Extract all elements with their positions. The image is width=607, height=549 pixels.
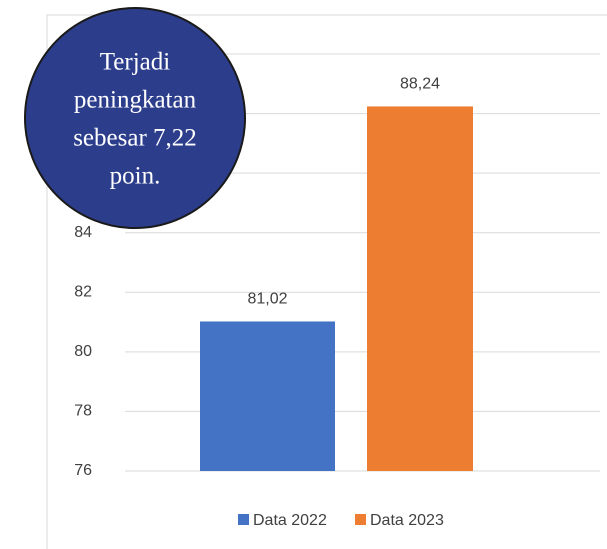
legend-label: Data 2023 — [370, 512, 444, 529]
y-tick-label: 80 — [74, 343, 92, 360]
annotation-line: poin. — [110, 163, 161, 190]
annotation: Terjadi peningkatan sebesar 7,22 poin. — [73, 49, 197, 190]
legend-swatch — [355, 514, 366, 525]
y-tick-label: 82 — [74, 284, 92, 301]
data-label: 81,02 — [247, 291, 287, 308]
annotation-line: Terjadi — [100, 49, 170, 76]
legend-swatch — [238, 514, 249, 525]
bar — [367, 106, 473, 472]
y-tick-label: 84 — [74, 224, 92, 241]
legend-label: Data 2022 — [253, 512, 327, 529]
annotation-line: peningkatan — [74, 87, 197, 114]
annotation-circle — [24, 7, 246, 229]
annotation-line: sebesar 7,22 — [73, 125, 197, 152]
bar — [200, 321, 335, 471]
data-label: 88,24 — [400, 76, 440, 93]
y-tick-label: 76 — [74, 462, 92, 479]
y-tick-label: 78 — [74, 403, 92, 420]
